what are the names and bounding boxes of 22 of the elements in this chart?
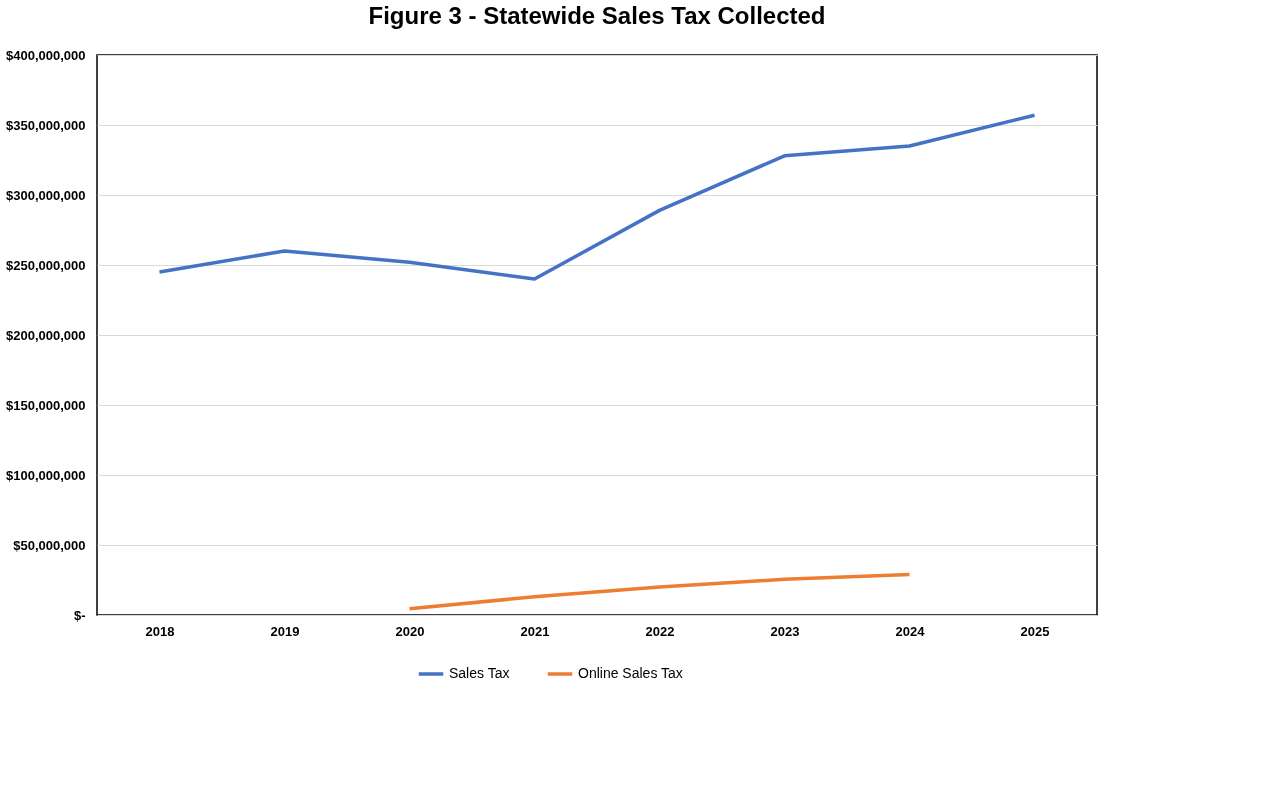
x-tick-label: 2024 (895, 623, 926, 639)
x-tick-label: 2025 (1020, 623, 1050, 639)
y-tick-label: $150,000,000 (5, 397, 86, 413)
y-tick-label: $200,000,000 (5, 327, 86, 343)
y-tick-label: $400,000,000 (5, 47, 86, 63)
y-tick-label: $100,000,000 (5, 467, 86, 483)
line-series (407, 572, 912, 611)
y-tick-label: $- (73, 607, 86, 623)
y-tick-label: $350,000,000 (5, 117, 86, 133)
y-tick-label: $50,000,000 (13, 537, 86, 553)
x-tick-label: 2019 (270, 623, 300, 639)
x-tick-label: 2023 (770, 623, 800, 639)
x-tick-label: 2020 (395, 623, 425, 639)
line-series (157, 113, 1037, 281)
x-tick-label: 2021 (520, 623, 550, 639)
y-tick-label: $250,000,000 (5, 257, 86, 273)
chart-title: Figure 3 - Statewide Sales Tax Collected (368, 2, 826, 29)
y-tick-label: $300,000,000 (5, 187, 86, 203)
legend-label: Online Sales Tax (578, 665, 683, 681)
x-tick-label: 2022 (645, 623, 675, 639)
legend-label: Sales Tax (449, 665, 510, 681)
x-tick-label: 2018 (145, 623, 175, 639)
